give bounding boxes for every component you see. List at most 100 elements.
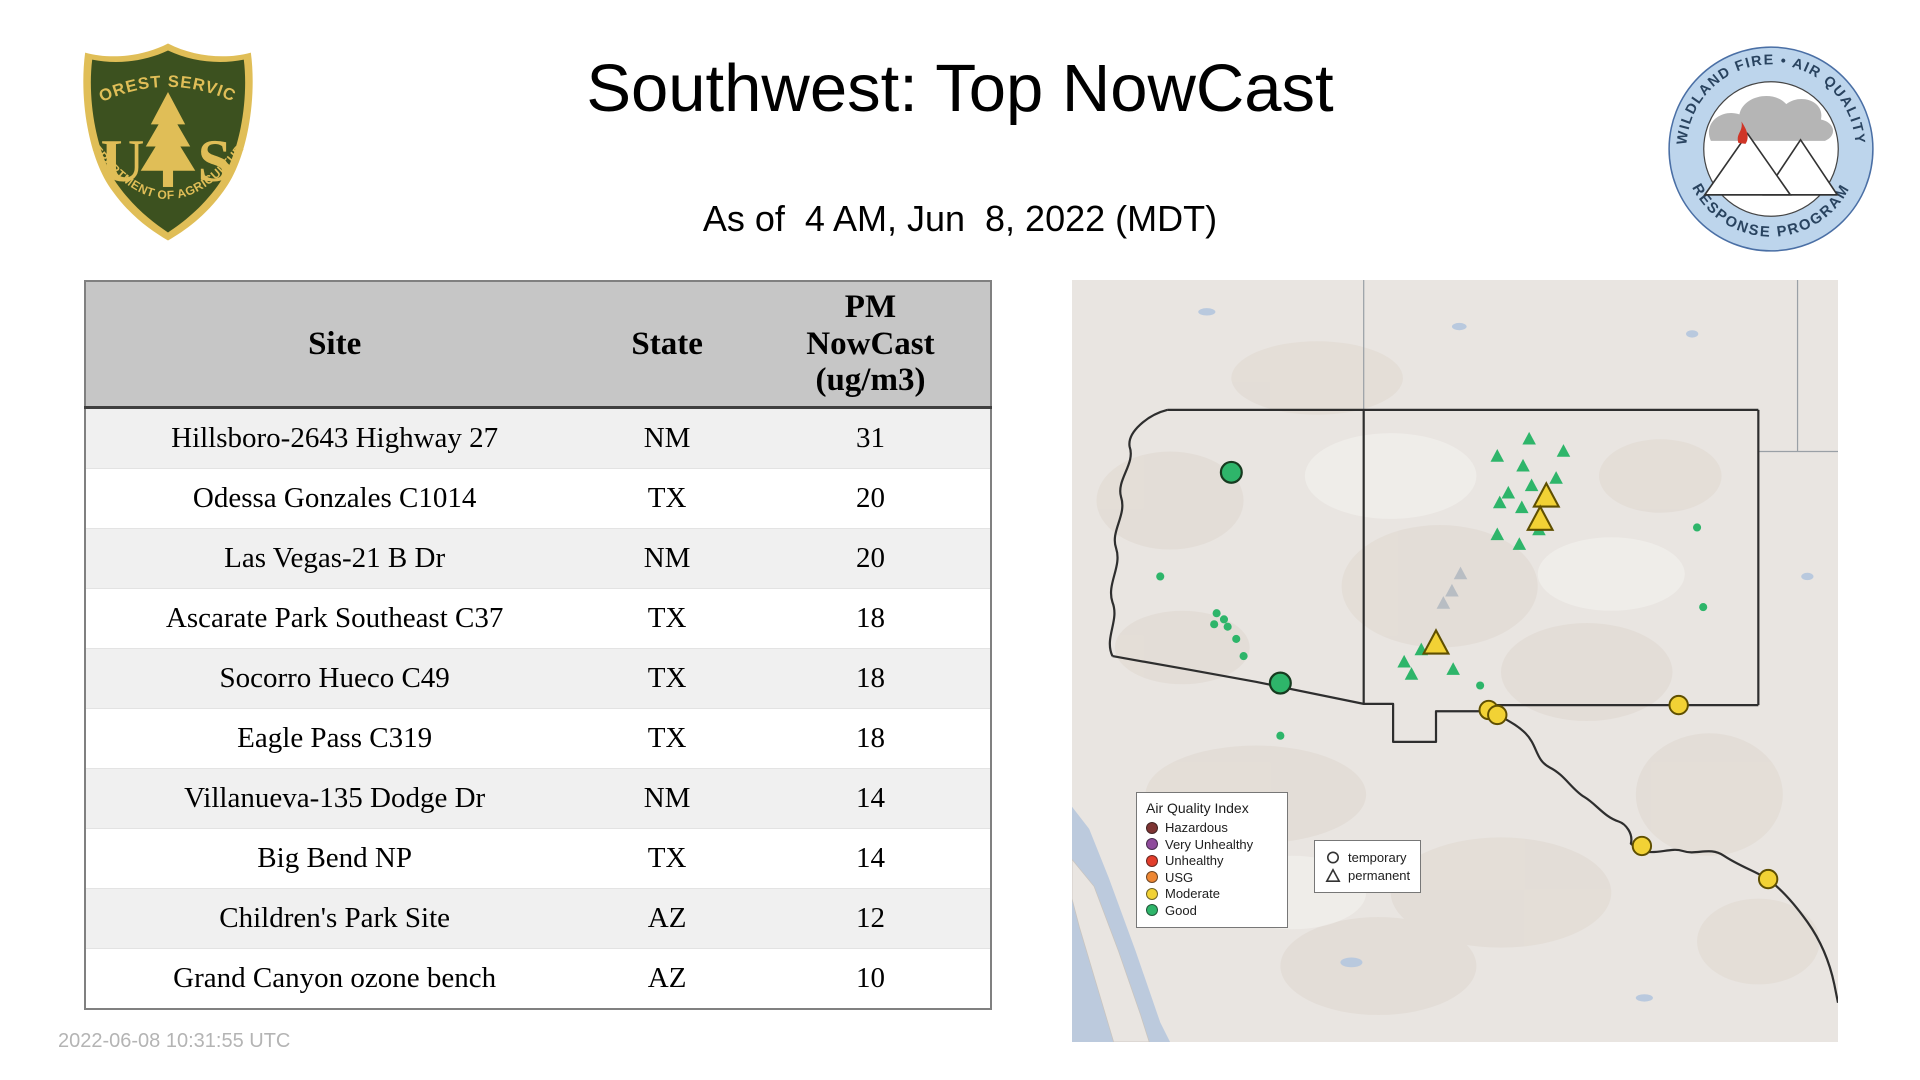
monitor-triangle-good [1512,537,1527,550]
table-row: Villanueva-135 Dodge Dr NM 14 [85,768,991,829]
marker-type-item: temporary [1325,850,1410,865]
aqi-swatch-hazardous-icon [1146,821,1158,834]
flame-icon [1737,121,1748,144]
aqi-legend: Air Quality Index Hazardous Very Unhealth… [1136,792,1288,928]
wfaqrp-seal-icon: WILDLAND FIRE • AIR QUALITY RESPONSE PRO… [1668,46,1874,252]
table-row: Socorro Hueco C49 TX 18 [85,648,991,709]
monitor-dot-good [1239,652,1248,661]
aqi-legend-label: Moderate [1165,886,1220,901]
aqi-legend-label: USG [1165,869,1194,885]
marker-type-label: permanent [1348,868,1411,883]
table-row: Las Vegas-21 B Dr NM 20 [85,528,991,589]
pm-header-line2: NowCast [806,325,935,362]
aqi-legend-item: Good [1146,904,1278,917]
cell-state: NM [583,407,751,469]
wfaqrp-logo: WILDLAND FIRE • AIR QUALITY RESPONSE PRO… [1664,42,1878,256]
monitor-dot-good [1223,622,1232,631]
aqi-swatch-moderate-icon [1146,887,1158,900]
cell-value: 18 [750,708,991,769]
cell-value: 18 [750,648,991,709]
monitor-triangle-good [1549,471,1563,484]
monitor-dot-good [1156,572,1165,581]
cell-state: NM [583,528,751,589]
monitor-circle-moderate [1757,868,1779,890]
table-row: Ascarate Park Southeast C37 TX 18 [85,588,991,649]
aqi-swatch-good-icon [1146,904,1158,916]
cell-state: AZ [583,948,751,1009]
pine-tree-icon [140,91,196,187]
aqi-legend-label: Good [1165,902,1197,918]
monitor-triangle-moderate-permanent [1421,628,1451,655]
aqi-legend-item: Very Unhealthy [1146,838,1278,851]
cell-value: 20 [750,528,991,589]
monitor-dot-good [1693,523,1702,532]
mountains-icon [1703,132,1839,196]
monitor-dot-good [1276,731,1285,740]
page-title: Southwest: Top NowCast [586,51,1334,126]
aqi-swatch-unhealthy-icon [1146,854,1158,867]
cell-site: Socorro Hueco C49 [85,648,584,709]
monitor-dot-good [1212,609,1221,618]
table-row: Grand Canyon ozone bench AZ 10 [85,948,991,1009]
timestamp: 2022-06-08 10:31:55 UTC [58,1030,291,1052]
monitor-triangle-inactive [1453,566,1468,580]
marker-type-legend: temporary permanent [1314,840,1422,893]
pm-header-line1: PM [844,288,897,325]
monitor-circle-good [1268,671,1292,695]
table-row: Big Bend NP TX 14 [85,828,991,889]
cell-value: 14 [750,768,991,829]
monitor-dot-good [1699,603,1708,612]
aqi-swatch-usg-icon [1146,871,1158,883]
monitor-triangle-inactive [1436,596,1451,609]
monitor-circle-good [1219,460,1243,484]
cell-value: 18 [750,588,991,649]
cell-site: Eagle Pass C319 [85,708,584,769]
aqi-legend-label: Very Unhealthy [1165,836,1254,852]
monitor-circle-moderate [1631,835,1653,857]
monitor-circle-moderate [1668,694,1689,716]
cell-site: Odessa Gonzales C1014 [85,468,584,529]
cell-site: Las Vegas-21 B Dr [85,528,584,589]
table-row: Odessa Gonzales C1014 TX 20 [85,468,991,529]
smoke-cloud-icon [1708,96,1834,141]
nowcast-table: Site State PM NowCast (ug/m3) Hillsboro-… [84,280,992,1010]
aqi-legend-item: Hazardous [1146,821,1278,834]
cell-site: Grand Canyon ozone bench [85,948,584,1009]
page-subtitle: As of 4 AM, Jun 8, 2022 (MDT) [702,198,1218,239]
monitor-dot-good [1232,634,1241,643]
temporary-circle-icon [1327,851,1339,864]
table-row: Children's Park Site AZ 12 [85,888,991,949]
cell-state: AZ [583,888,751,949]
table-row: Eagle Pass C319 TX 18 [85,708,991,769]
pm-header-line3: (ug/m3) [815,362,926,399]
cell-state: TX [583,708,751,769]
cell-site: Ascarate Park Southeast C37 [85,588,584,649]
aqi-legend-label: Unhealthy [1165,853,1224,868]
monitor-triangle-moderate-permanent [1526,504,1555,531]
usfs-logo: FOREST SERVICE U S DEPARTMENT OF AGRICUL… [66,22,264,246]
cell-state: TX [583,648,751,709]
cell-value: 14 [750,828,991,889]
aqi-legend-label: Hazardous [1165,820,1228,835]
usfs-shield-icon: FOREST SERVICE U S DEPARTMENT OF AGRICUL… [66,22,253,241]
col-header-state: State [583,281,751,409]
monitor-dot-good [1219,615,1229,624]
cell-state: TX [583,588,751,649]
usfs-mono-s: S [198,128,232,195]
monitor-triangle-good [1501,485,1516,499]
monitor-triangle-inactive [1445,583,1459,597]
marker-type-item: permanent [1325,868,1410,883]
col-header-pm-nowcast: PM NowCast (ug/m3) [750,281,991,409]
monitor-triangle-good [1397,654,1411,668]
monitor-triangle-good [1446,662,1460,675]
aqi-legend-item: USG [1146,871,1278,884]
aqi-swatch-very-unhealthy-icon [1146,838,1158,850]
cell-value: 31 [750,407,991,469]
cell-value: 12 [750,888,991,949]
table-header-row: Site State PM NowCast (ug/m3) [85,281,991,409]
permanent-triangle-icon [1325,868,1341,882]
aqi-legend-item: Unhealthy [1146,854,1278,867]
cell-site: Villanueva-135 Dodge Dr [85,768,584,829]
monitor-triangle-good [1515,500,1529,514]
